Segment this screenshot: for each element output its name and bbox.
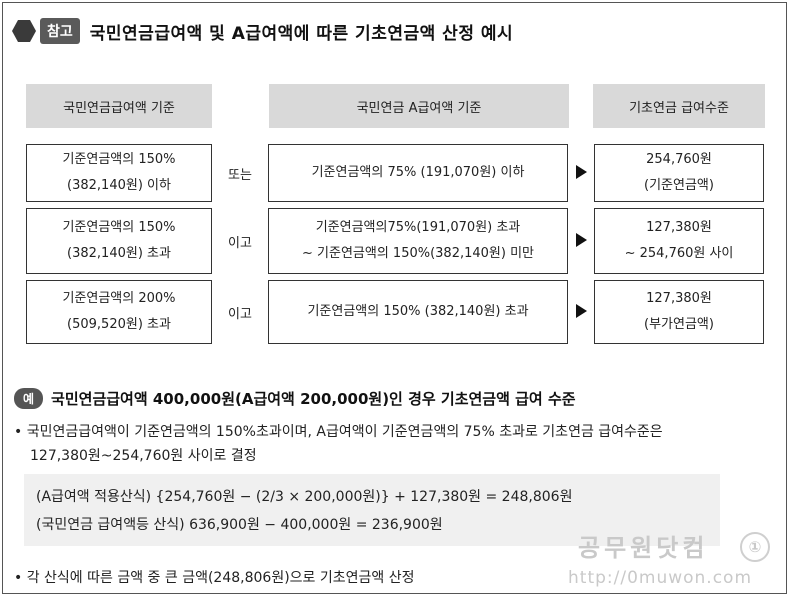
row3-middle-line1: 기준연금액의 150% (382,140원) 초과 — [307, 304, 529, 319]
calc-a-benefit-formula: (A급여액 적용산식) {254,760원 − (2/3 × 200,000원)… — [36, 489, 573, 505]
arrow-right-icon — [576, 233, 587, 247]
row1-connector: 또는 — [228, 168, 252, 183]
row2-right-line2: ~ 254,760원 사이 — [624, 246, 734, 261]
watermark-name: 공무원닷컴 — [578, 534, 709, 562]
row3-left-line2: (509,520원) 초과 — [67, 317, 171, 332]
watermark-logo-icon: ① — [740, 532, 770, 562]
header-basic-pension-level: 기초연금 급여수준 — [593, 84, 765, 128]
row1-left-line2: (382,140원) 이하 — [67, 178, 171, 193]
calculation-box: (A급여액 적용산식) {254,760원 − (2/3 × 200,000원)… — [24, 474, 720, 546]
row2-left-line2: (382,140원) 초과 — [67, 246, 171, 261]
row2-middle-cell: 기준연금액의75%(191,070원) 초과 ~ 기준연금액의 150%(382… — [268, 208, 568, 274]
row2-middle-line1: 기준연금액의75%(191,070원) 초과 — [315, 220, 521, 235]
example-bullet-1-line-2: 127,380원~254,760원 사이로 결정 — [30, 448, 257, 464]
arrow-right-icon — [576, 304, 587, 318]
example-heading: 예 국민연금급여액 400,000원(A급여액 200,000원)인 경우 기초… — [14, 388, 576, 409]
header-national-pension: 국민연금급여액 기준 — [26, 84, 212, 128]
row2-left-cell: 기준연금액의 150% (382,140원) 초과 — [26, 208, 212, 274]
row3-right-line2: (부가연금액) — [644, 317, 714, 332]
row3-right-line1: 127,380원 — [646, 291, 712, 306]
row2-right-line1: 127,380원 — [646, 220, 712, 235]
calc-pension-formula: (국민연금 급여액등 산식) 636,900원 − 400,000원 = 236… — [36, 517, 443, 533]
row1-right-line1: 254,760원 — [646, 152, 712, 167]
header-a-benefit: 국민연금 A급여액 기준 — [269, 84, 569, 128]
row1-middle-line1: 기준연금액의 75% (191,070원) 이하 — [311, 165, 525, 180]
page-title: 국민연금급여액 및 A급여액에 따른 기초연금액 산정 예시 — [89, 23, 514, 44]
row3-left-cell: 기준연금액의 200% (509,520원) 초과 — [26, 280, 212, 344]
row1-left-line1: 기준연금액의 150% — [62, 152, 176, 167]
row1-right-cell: 254,760원 (기준연금액) — [594, 144, 764, 202]
reference-tag: 참고 — [40, 18, 80, 44]
row3-middle-cell: 기준연금액의 150% (382,140원) 초과 — [268, 280, 568, 344]
example-bullet-1-line-1: • 국민연금급여액이 기준연금액의 150%초과이며, A급여액이 기준연금액의… — [14, 424, 663, 440]
row2-middle-line2: ~ 기준연금액의 150%(382,140원) 미만 — [302, 246, 534, 261]
title-row: 참고 국민연금급여액 및 A급여액에 따른 기초연금액 산정 예시 — [12, 14, 513, 48]
row1-middle-cell: 기준연금액의 75% (191,070원) 이하 — [268, 144, 568, 202]
row3-connector: 이고 — [228, 307, 252, 322]
arrow-right-icon — [576, 165, 587, 179]
example-title: 국민연금급여액 400,000원(A급여액 200,000원)인 경우 기초연금… — [51, 390, 576, 408]
row3-left-line1: 기준연금액의 200% — [62, 291, 176, 306]
example-pill: 예 — [14, 388, 44, 409]
hexagon-icon — [12, 20, 36, 42]
row1-left-cell: 기준연금액의 150% (382,140원) 이하 — [26, 144, 212, 202]
example-bullet-2: • 각 산식에 따른 금액 중 큰 금액(248,806원)으로 기초연금액 산… — [14, 570, 415, 586]
row2-left-line1: 기준연금액의 150% — [62, 220, 176, 235]
watermark-url: http://0muwon.com — [568, 568, 753, 588]
row3-right-cell: 127,380원 (부가연금액) — [594, 280, 764, 344]
row1-right-line2: (기준연금액) — [644, 178, 714, 193]
row2-connector: 이고 — [228, 236, 252, 251]
row2-right-cell: 127,380원 ~ 254,760원 사이 — [594, 208, 764, 274]
